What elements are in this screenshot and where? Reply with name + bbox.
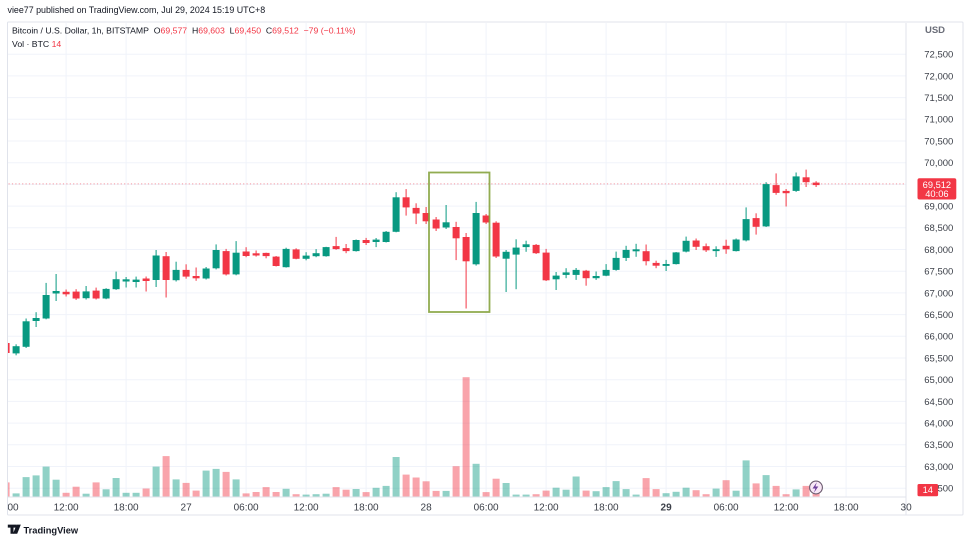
- svg-text:14: 14: [923, 485, 933, 495]
- svg-text:06:00: 06:00: [234, 503, 259, 514]
- svg-text:70,500: 70,500: [924, 136, 953, 147]
- svg-text:TradingView: TradingView: [24, 525, 79, 535]
- svg-text:06:00: 06:00: [0, 503, 19, 514]
- svg-text:18:00: 18:00: [834, 503, 859, 514]
- svg-text:12:00: 12:00: [534, 503, 559, 514]
- svg-text:12:00: 12:00: [294, 503, 319, 514]
- svg-text:Bitcoin / U.S. Dollar, 1h, BIT: Bitcoin / U.S. Dollar, 1h, BITSTAMP O69,…: [12, 26, 356, 36]
- svg-text:12:00: 12:00: [774, 503, 799, 514]
- svg-text:65,500: 65,500: [924, 353, 953, 364]
- svg-text:66,000: 66,000: [924, 332, 953, 343]
- svg-text:71,000: 71,000: [924, 115, 953, 126]
- svg-text:Vol · BTC 14: Vol · BTC 14: [12, 39, 61, 49]
- svg-text:72,000: 72,000: [924, 71, 953, 82]
- svg-text:72,500: 72,500: [924, 50, 953, 61]
- svg-text:30: 30: [901, 503, 913, 514]
- svg-text:06:00: 06:00: [714, 503, 739, 514]
- svg-text:67,500: 67,500: [924, 267, 953, 278]
- svg-text:18:00: 18:00: [354, 503, 379, 514]
- svg-text:65,000: 65,000: [924, 375, 953, 386]
- svg-text:USD: USD: [925, 25, 945, 36]
- svg-text:70,000: 70,000: [924, 158, 953, 169]
- svg-text:62,500: 62,500: [924, 484, 953, 495]
- svg-text:64,000: 64,000: [924, 419, 953, 430]
- svg-text:66,500: 66,500: [924, 310, 953, 321]
- svg-text:viee77 published on TradingVie: viee77 published on TradingView.com, Jul…: [8, 5, 266, 15]
- svg-text:69,000: 69,000: [924, 202, 953, 213]
- svg-text:18:00: 18:00: [594, 503, 619, 514]
- svg-text:12:00: 12:00: [54, 503, 79, 514]
- svg-text:67,000: 67,000: [924, 288, 953, 299]
- svg-text:40:06: 40:06: [925, 189, 948, 199]
- svg-text:68,500: 68,500: [924, 223, 953, 234]
- svg-text:64,500: 64,500: [924, 397, 953, 408]
- svg-text:18:00: 18:00: [114, 503, 139, 514]
- svg-text:06:00: 06:00: [474, 503, 499, 514]
- svg-text:63,000: 63,000: [924, 462, 953, 473]
- svg-text:63,500: 63,500: [924, 440, 953, 451]
- svg-text:69,512: 69,512: [923, 180, 951, 190]
- svg-text:27: 27: [181, 503, 193, 514]
- svg-text:68,000: 68,000: [924, 245, 953, 256]
- svg-text:28: 28: [421, 503, 433, 514]
- svg-text:71,500: 71,500: [924, 93, 953, 104]
- svg-text:29: 29: [661, 503, 673, 514]
